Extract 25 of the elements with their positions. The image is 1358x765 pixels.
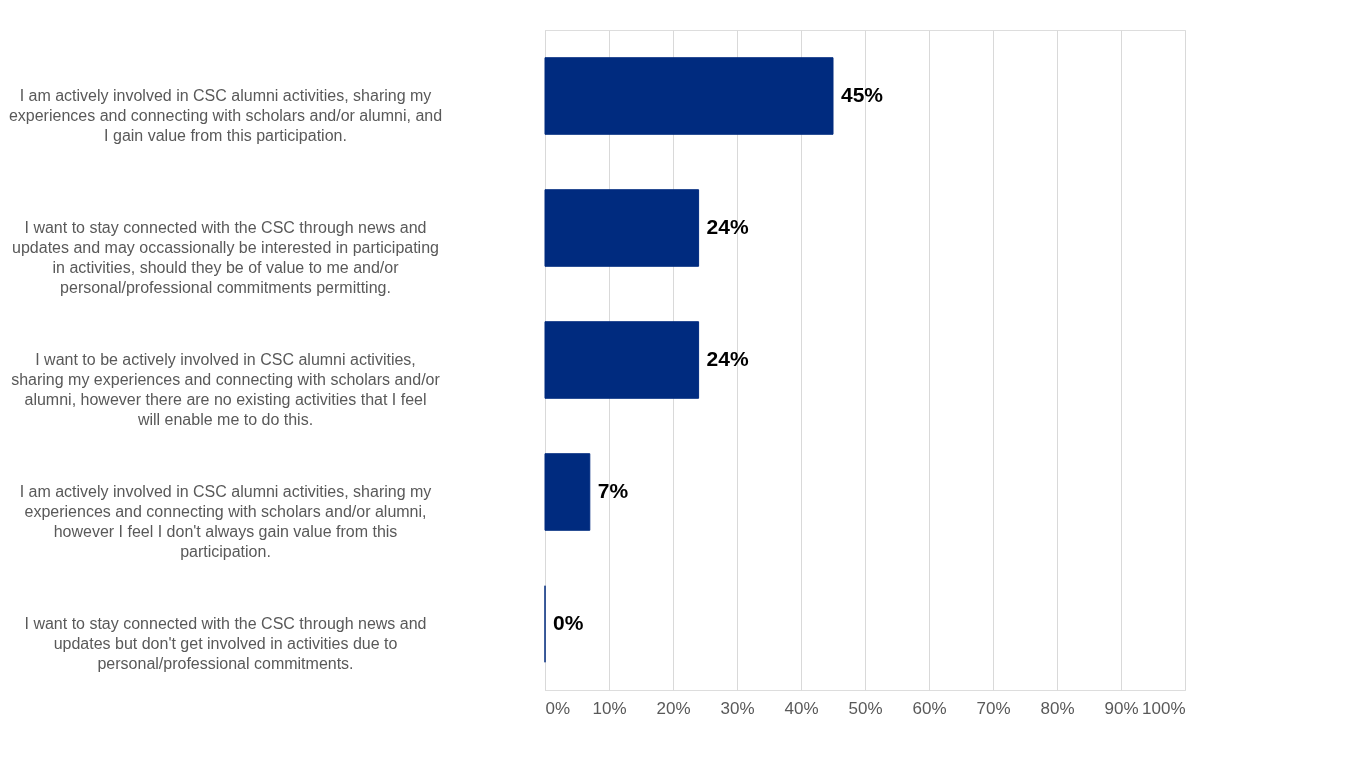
bar xyxy=(544,321,700,399)
bar xyxy=(544,57,834,135)
y-tick-label: I want to stay connected with the CSC through news and updates and may occassionally be interested in participating in activities, should they be of value to me and/or personal/professional commitments permitting. xyxy=(12,219,439,296)
x-tick-label: 20% xyxy=(656,698,691,718)
x-tick-label: 50% xyxy=(848,698,883,718)
x-tick-label: 60% xyxy=(912,698,947,718)
data-label: 7% xyxy=(597,479,629,502)
data-label: 24% xyxy=(706,215,749,238)
data-label: 24% xyxy=(706,347,749,370)
x-tick-label: 70% xyxy=(976,698,1011,718)
x-tick-label: 90% xyxy=(1104,698,1139,718)
bar xyxy=(544,453,591,531)
x-tick-label: 80% xyxy=(1040,698,1075,718)
y-tick-label: I want to stay connected with the CSC through news and updates but don't get involved in activities due to personal/professional commitments. xyxy=(24,615,427,672)
x-tick-label: 30% xyxy=(720,698,755,718)
x-tick-label: 100% xyxy=(1142,698,1186,718)
y-tick-label: I am actively involved in CSC alumni activities, sharing my experiences and connecting with scholars and/or alumni, however I feel I don't always gain value from this participation. xyxy=(19,483,432,560)
x-tick-label: 40% xyxy=(784,698,819,718)
x-tick-label: 0% xyxy=(545,698,571,718)
data-label: 0% xyxy=(553,611,584,634)
x-tick-label: 10% xyxy=(592,698,627,718)
bar xyxy=(544,189,700,267)
y-tick-label: I want to be actively involved in CSC alumni activities, sharing my experiences and connecting with scholars and/or alumni, however there are no existing activities that I feel will enable me to do this. xyxy=(11,351,441,428)
y-tick-label: I am actively involved in CSC alumni activities, sharing my experiences and connecting with scholars and/or alumni, and I gain value from this participation. xyxy=(8,87,443,144)
data-label: 45% xyxy=(841,83,884,106)
